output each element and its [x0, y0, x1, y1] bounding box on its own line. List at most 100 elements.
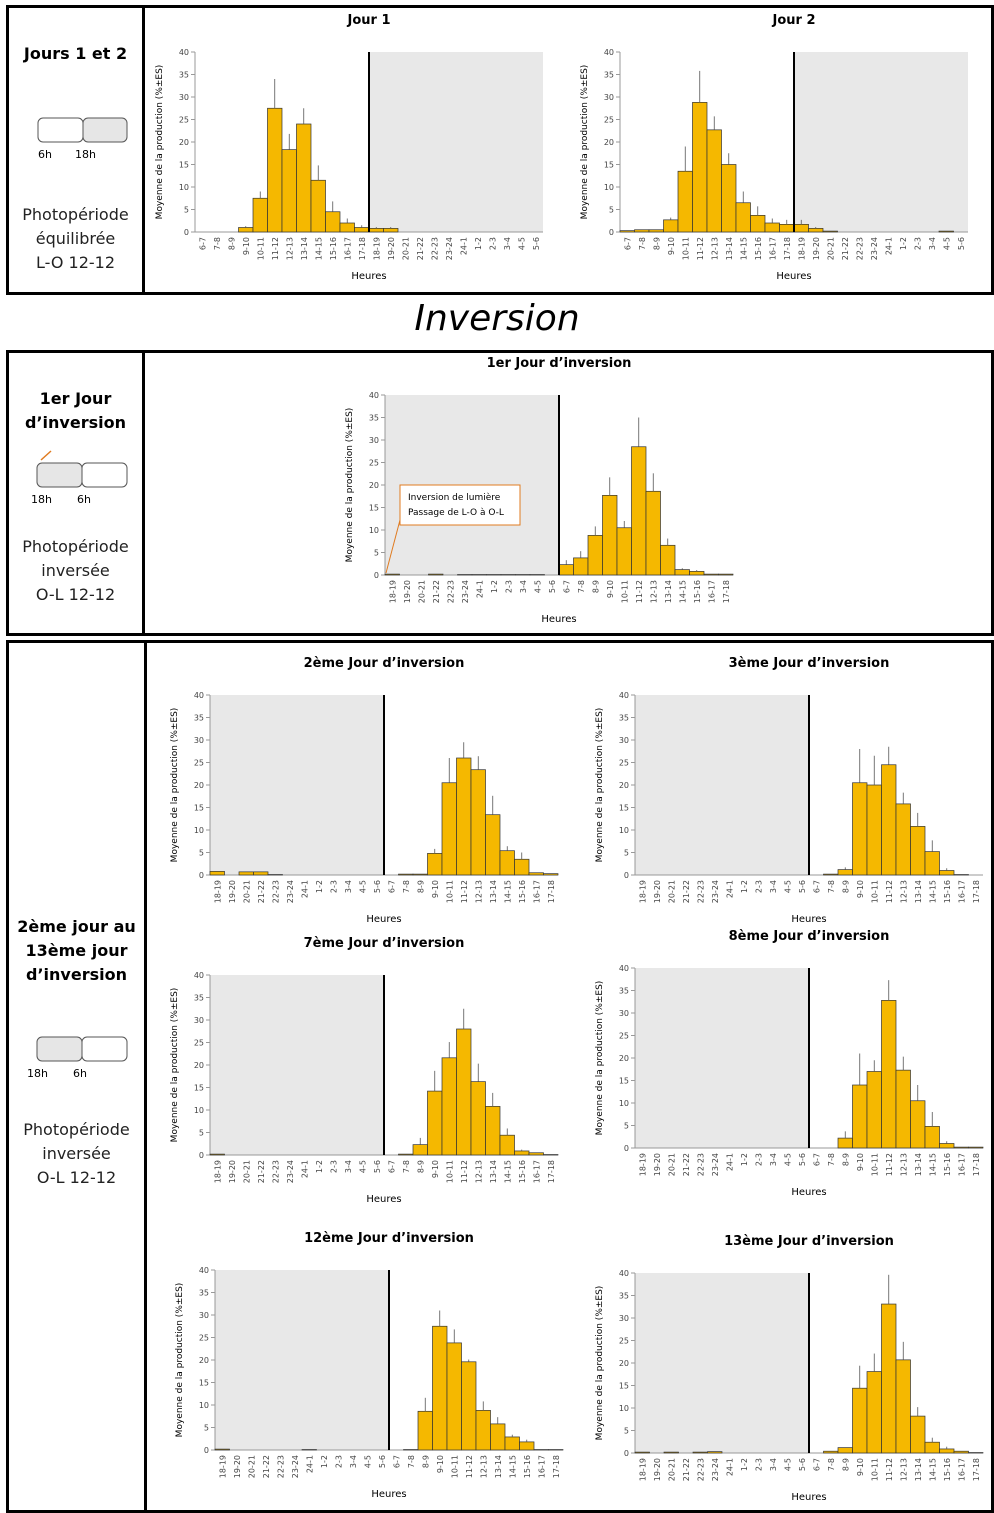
- x-tick-label: 17-18: [972, 1458, 981, 1481]
- x-tick-label: 19-20: [228, 1160, 237, 1183]
- y-tick-label: 15: [619, 804, 629, 813]
- chart-title: 2ème Jour d’inversion: [304, 656, 465, 671]
- y-tick-label: 30: [604, 93, 614, 102]
- y-tick-label: 40: [619, 964, 629, 973]
- x-tick-label: 3-4: [344, 880, 353, 893]
- x-axis-label: Heures: [541, 614, 576, 625]
- x-tick-label: 19-20: [653, 1153, 662, 1176]
- y-tick-label: 40: [619, 1269, 629, 1278]
- x-tick-label: 5-6: [373, 880, 382, 893]
- annotation: Passage de L-O à O-L: [408, 508, 504, 518]
- x-tick-label: 15-16: [943, 1458, 952, 1481]
- x-tick-label: 6-7: [812, 1153, 821, 1166]
- bar: [602, 495, 618, 576]
- x-tick-label: 10-11: [445, 1160, 454, 1183]
- y-tick-label: 0: [624, 1449, 629, 1458]
- y-tick-label: 30: [619, 1009, 629, 1018]
- x-tick-label: 22-23: [696, 1153, 705, 1176]
- x-tick-label: 23-24: [291, 1455, 300, 1478]
- x-tick-label: 13-14: [494, 1455, 503, 1478]
- x-tick-label: 18-19: [213, 1160, 222, 1183]
- x-tick-label: 9-10: [242, 237, 251, 255]
- x-tick-label: 10-11: [870, 880, 879, 903]
- y-tick-label: 5: [609, 206, 614, 215]
- chart: 2ème Jour d’inversion 0 5 10 15 20 25 30 35 40 18-…: [170, 656, 559, 925]
- x-tick-label: 9-10: [436, 1455, 445, 1473]
- x-tick-label: 10-11: [870, 1153, 879, 1176]
- y-tick-label: 30: [194, 1016, 204, 1025]
- photoperiod-diagram: 18h 6h: [31, 450, 128, 506]
- bar: [470, 769, 486, 876]
- x-tick-label: 1-2: [740, 880, 749, 893]
- y-axis-label: Moyenne de la production (%±ES): [155, 65, 165, 220]
- time-label: 18h: [75, 148, 96, 161]
- y-tick-label: 15: [604, 161, 614, 170]
- bar: [648, 229, 664, 233]
- x-tick-label: 18-19: [372, 237, 381, 260]
- x-axis-label: Heures: [791, 1492, 826, 1503]
- x-tick-label: 9-10: [606, 580, 615, 598]
- x-tick-label: 10-11: [681, 237, 690, 260]
- x-tick-label: 19-20: [653, 880, 662, 903]
- bar: [808, 228, 824, 233]
- y-tick-label: 10: [619, 1099, 629, 1108]
- bar: [441, 782, 457, 876]
- bar: [707, 1451, 723, 1454]
- y-tick-label: 40: [194, 691, 204, 700]
- x-tick-label: 24-1: [725, 880, 734, 898]
- x-tick-label: 16-17: [532, 1160, 541, 1183]
- bar: [910, 1415, 926, 1454]
- x-tick-label: 9-10: [856, 1458, 865, 1476]
- x-tick-label: 19-20: [812, 237, 821, 260]
- bar: [428, 573, 444, 576]
- bar: [939, 1143, 955, 1149]
- x-tick-label: 4-5: [517, 237, 526, 250]
- x-tick-label: 4-5: [358, 1160, 367, 1173]
- bar: [519, 1441, 535, 1451]
- x-tick-label: 8-9: [416, 880, 425, 893]
- x-axis-label: Heures: [791, 1187, 826, 1198]
- bar: [660, 544, 676, 576]
- x-tick-label: 6-7: [387, 880, 396, 893]
- bar: [968, 1146, 984, 1149]
- x-tick-label: 7-8: [577, 580, 586, 593]
- x-tick-label: 21-22: [262, 1455, 271, 1478]
- x-tick-label: 17-18: [972, 1153, 981, 1176]
- y-tick-label: 15: [369, 504, 379, 513]
- y-tick-label: 35: [619, 1292, 629, 1301]
- bar: [852, 1387, 868, 1454]
- x-tick-label: 7-8: [827, 1153, 836, 1166]
- x-tick-label: 14-15: [928, 1458, 937, 1481]
- bar: [764, 222, 780, 233]
- annotation-arrow: [385, 519, 401, 574]
- x-tick-label: 17-18: [358, 237, 367, 260]
- x-tick-label: 23-24: [461, 580, 470, 603]
- bar: [417, 1410, 433, 1451]
- chart: 12ème Jour d’inversion 0 5 10 15 20 25 30 35 40 18…: [175, 1231, 564, 1500]
- bar: [953, 1450, 969, 1454]
- bar: [384, 573, 400, 576]
- x-tick-label: 3-4: [769, 1458, 778, 1471]
- x-tick-label: 6-7: [812, 1458, 821, 1471]
- bar: [209, 1153, 225, 1156]
- chart-title: 12ème Jour d’inversion: [304, 1231, 474, 1246]
- bar: [881, 1000, 897, 1149]
- x-tick-label: 6-7: [392, 1455, 401, 1468]
- y-tick-label: 25: [369, 459, 379, 468]
- x-tick-label: 16-17: [957, 1153, 966, 1176]
- x-tick-label: 10-11: [620, 580, 629, 603]
- panel-label: 2ème jour au: [17, 917, 136, 936]
- time-label: 6h: [77, 493, 91, 506]
- photoperiod-text: Photopériode: [23, 1120, 130, 1139]
- y-tick-label: 20: [604, 138, 614, 147]
- y-axis-label: Moyenne de la production (%±ES): [345, 408, 355, 563]
- time-label: 6h: [73, 1067, 87, 1080]
- x-tick-label: 4-5: [783, 1153, 792, 1166]
- x-tick-label: 21-22: [682, 1153, 691, 1176]
- x-tick-label: 23-24: [711, 1458, 720, 1481]
- time-label: 6h: [38, 148, 52, 161]
- chart: 1er Jour d’inversion 0 5 10 15 20 25 30 35 40 18-1…: [345, 356, 734, 625]
- bar: [383, 228, 399, 233]
- bar: [663, 219, 679, 233]
- bar: [475, 1410, 491, 1451]
